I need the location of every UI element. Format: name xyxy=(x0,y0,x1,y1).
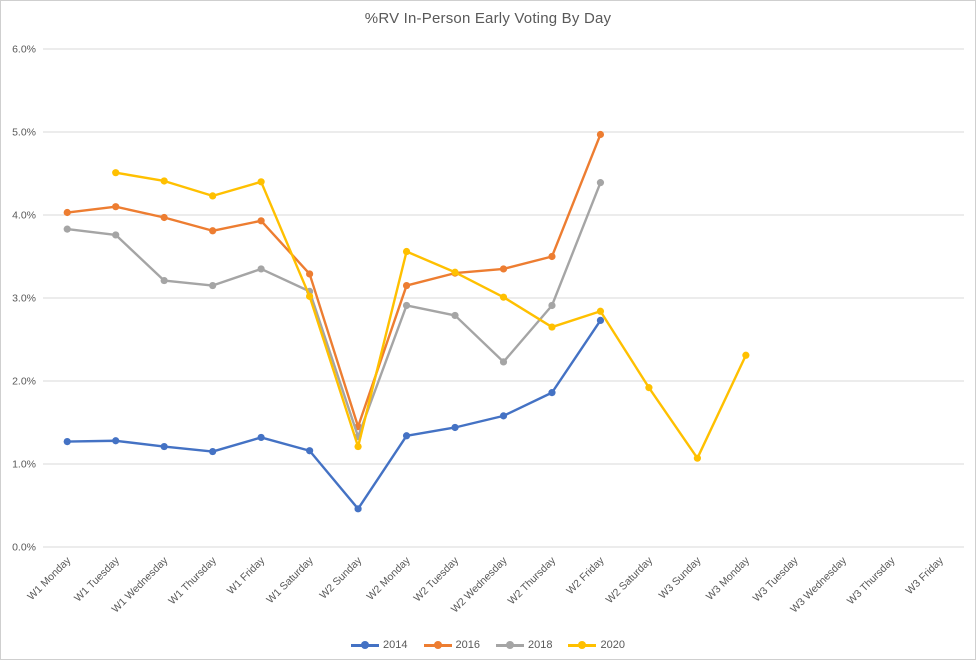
series-marker-2018 xyxy=(451,311,459,320)
x-axis-tick-label: W1 Friday xyxy=(225,554,268,597)
series-marker-2020 xyxy=(645,384,653,392)
series-marker-2020 xyxy=(402,247,411,256)
series-line-2018 xyxy=(66,181,602,438)
legend-line-marker-icon xyxy=(351,641,380,649)
series-marker-2014 xyxy=(596,316,605,325)
x-axis-tick-label: W2 Saturday xyxy=(604,554,656,606)
series-marker-2016 xyxy=(209,227,217,235)
legend-dot-icon xyxy=(506,641,514,649)
series-marker-2014 xyxy=(160,442,168,451)
series-marker-2016 xyxy=(499,265,508,273)
series-marker-2020 xyxy=(742,351,750,359)
series-marker-2020 xyxy=(596,307,605,315)
y-axis-tick-label: 3.0% xyxy=(12,293,36,305)
series-line-2020 xyxy=(114,171,748,460)
series-marker-2014 xyxy=(257,433,265,442)
series-marker-2016 xyxy=(112,203,120,211)
series-marker-2020 xyxy=(257,178,265,186)
series-marker-2018 xyxy=(209,281,217,290)
series-marker-2014 xyxy=(354,505,362,513)
x-axis-tick-label: W1 Monday xyxy=(25,554,74,603)
legend-dot-icon xyxy=(578,641,587,649)
series-marker-2014 xyxy=(306,447,314,455)
x-axis-tick-label: W1 Thursday xyxy=(166,554,219,607)
series-marker-2020 xyxy=(548,323,556,331)
legend-item-2020[interactable]: 2020 xyxy=(568,639,625,651)
legend-item-2018[interactable]: 2018 xyxy=(496,639,552,651)
series-marker-2014 xyxy=(63,437,71,446)
x-axis-tick-label: W3 Monday xyxy=(704,554,753,603)
series-marker-2014 xyxy=(209,447,217,456)
x-axis-tick-label: W3 Friday xyxy=(904,554,947,597)
y-axis-tick-label: 6.0% xyxy=(12,44,36,56)
series-marker-2016 xyxy=(63,208,71,217)
x-axis-tick-label: W3 Sunday xyxy=(657,554,704,601)
series-marker-2018 xyxy=(257,265,265,273)
y-axis-tick-label: 2.0% xyxy=(12,376,36,388)
x-axis-tick-label: W2 Tuesday xyxy=(411,554,461,604)
series-marker-2020 xyxy=(354,442,362,451)
series-marker-2016 xyxy=(160,213,168,222)
series-marker-2018 xyxy=(596,179,605,187)
legend: 2014 2016 2018 2020 xyxy=(1,639,975,651)
y-axis-tick-label: 5.0% xyxy=(12,127,36,139)
series-marker-2014 xyxy=(499,412,508,420)
x-axis-tick-label: W1 Saturday xyxy=(264,554,316,606)
series-line-2014 xyxy=(66,319,602,511)
series-marker-2020 xyxy=(451,268,459,276)
series-marker-2020 xyxy=(693,454,701,462)
legend-line-marker-icon xyxy=(423,641,452,649)
legend-line-marker-icon xyxy=(568,641,597,649)
legend-dot-icon xyxy=(361,641,370,649)
x-axis-tick-label: W2 Thursday xyxy=(506,554,559,607)
series-marker-2018 xyxy=(402,301,411,310)
x-axis-tick-label: W2 Monday xyxy=(365,554,414,603)
x-axis-tick-label: W3 Tuesday xyxy=(751,554,801,604)
legend-label: 2014 xyxy=(383,639,408,651)
series-marker-2018 xyxy=(548,301,556,310)
series-marker-2016 xyxy=(257,217,265,225)
series-marker-2016 xyxy=(402,281,411,290)
legend-item-2016[interactable]: 2016 xyxy=(423,639,480,651)
legend-dot-icon xyxy=(433,641,442,649)
y-axis-tick-label: 0.0% xyxy=(12,542,36,554)
series-marker-2016 xyxy=(596,130,605,139)
chart-title: %RV In-Person Early Voting By Day xyxy=(364,10,612,27)
legend-label: 2020 xyxy=(600,639,625,651)
series-marker-2020 xyxy=(499,293,508,301)
series-marker-2020 xyxy=(160,177,168,185)
series-marker-2014 xyxy=(548,389,556,397)
y-axis-tick-label: 1.0% xyxy=(12,459,36,471)
series-marker-2016 xyxy=(306,270,314,278)
x-axis-tick-label: W3 Thursday xyxy=(845,554,898,607)
series-marker-2020 xyxy=(209,192,217,200)
x-axis-tick-label: W1 Tuesday xyxy=(72,554,122,604)
series-marker-2014 xyxy=(451,423,459,432)
x-axis-tick-label: W2 Friday xyxy=(564,554,607,597)
series-marker-2020 xyxy=(112,169,120,177)
series-marker-2020 xyxy=(306,292,314,300)
series-marker-2018 xyxy=(499,358,508,366)
legend-line-marker-icon xyxy=(496,641,524,649)
series-marker-2014 xyxy=(402,432,411,440)
series-marker-2018 xyxy=(160,276,168,285)
legend-item-2014[interactable]: 2014 xyxy=(351,639,408,651)
legend-label: 2016 xyxy=(455,639,480,651)
x-axis-tick-label: W2 Sunday xyxy=(317,554,364,601)
series-line-2016 xyxy=(66,133,602,428)
legend-label: 2018 xyxy=(528,639,553,651)
series-marker-2018 xyxy=(63,225,71,233)
y-axis-tick-label: 4.0% xyxy=(12,210,36,222)
series-marker-2016 xyxy=(548,252,556,261)
series-marker-2018 xyxy=(112,231,120,239)
series-marker-2014 xyxy=(112,437,120,445)
